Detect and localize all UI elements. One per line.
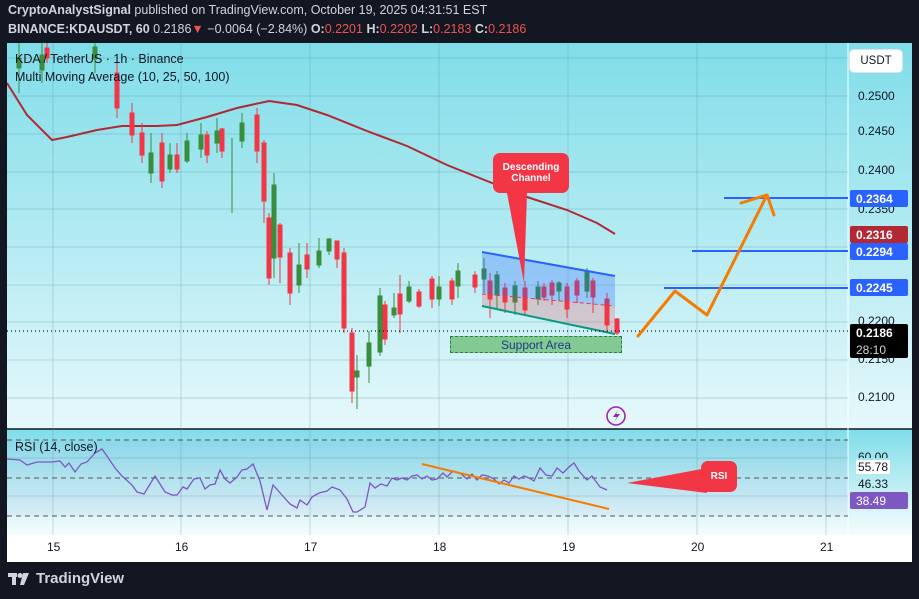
publish-line: CryptoAnalystSignal published on Trading… — [8, 3, 487, 17]
lightning-icon[interactable] — [606, 406, 626, 426]
open-label: O: — [310, 22, 325, 36]
current-price-tag: 0.2186 — [850, 324, 908, 341]
target1-price-tag: 0.2245 — [850, 279, 908, 296]
channel-callout-pointer — [507, 193, 527, 283]
open-value: 0.2201 — [324, 22, 363, 36]
symbol-line: BINANCE:KDAUSDT, 60 0.2186▼ −0.0064 (−2.… — [8, 22, 526, 36]
target2-price-tag: 0.2294 — [850, 243, 908, 260]
high-value: 0.2202 — [379, 22, 418, 36]
indicator-legend[interactable]: Multi Moving Average (10, 25, 50, 100) — [15, 70, 230, 84]
price-axis-label: 0.2100 — [858, 390, 895, 404]
price-axis-label: 0.2400 — [858, 163, 895, 177]
price-change: −0.0064 (−2.84%) — [207, 22, 308, 36]
rsi-line — [7, 448, 608, 513]
rsi-callout[interactable]: RSI — [701, 461, 737, 492]
rsi-axis-label: 46.33 — [858, 477, 889, 491]
symbol-legend[interactable]: KDA / TetherUS · 1h · Binance — [15, 52, 184, 66]
low-value: 0.2183 — [433, 22, 472, 36]
down-triangle-icon: ▼ — [191, 22, 204, 36]
price-axis-label: 0.2450 — [858, 124, 895, 138]
candles — [16, 43, 620, 409]
target-lines[interactable] — [664, 197, 848, 289]
time-axis-label: 15 — [47, 540, 61, 554]
rsi-callout-pointer — [627, 468, 707, 493]
tradingview-footer[interactable]: TradingView — [8, 570, 124, 587]
descending-channel-callout[interactable]: Descending Channel — [493, 153, 569, 193]
symbol: BINANCE:KDAUSDT, 60 — [8, 22, 150, 36]
tradingview-logo-icon — [8, 572, 29, 585]
chart-panel[interactable]: KDA / TetherUS · 1h · Binance Multi Movi… — [7, 43, 912, 562]
candle-countdown: 28:10 — [850, 341, 908, 358]
high-label: H: — [366, 22, 380, 36]
rsi-trendline[interactable] — [421, 463, 610, 510]
close-label: C: — [474, 22, 489, 36]
close-value: 0.2186 — [488, 22, 527, 36]
ma-price-tag: 0.2316 — [850, 226, 908, 243]
time-axis-label: 18 — [433, 540, 447, 554]
descending-channel[interactable] — [481, 251, 616, 335]
published-text: published on TradingView.com, October 19… — [134, 3, 488, 17]
rsi-current-tag: 38.49 — [850, 492, 908, 509]
price-axis-label: 0.2500 — [858, 89, 895, 103]
chart-canvas[interactable] — [7, 43, 912, 562]
brand-name: TradingView — [36, 570, 125, 587]
time-axis-label: 20 — [691, 540, 705, 554]
rsi-axis-upper: 60.00 — [858, 450, 889, 458]
publisher-name[interactable]: CryptoAnalystSignal — [8, 3, 131, 17]
time-axis-label: 21 — [820, 540, 834, 554]
currency-button[interactable]: USDT — [850, 50, 902, 72]
target3-price-tag: 0.2364 — [850, 190, 908, 207]
rsi-axis-label: 55.78 — [856, 460, 891, 474]
time-axis-label: 19 — [562, 540, 576, 554]
grid — [7, 43, 848, 535]
time-axis-label: 17 — [304, 540, 318, 554]
projection-arrow[interactable] — [636, 193, 776, 338]
low-label: L: — [421, 22, 434, 36]
rsi-legend[interactable]: RSI (14, close) — [15, 440, 98, 454]
last-price: 0.2186 — [153, 22, 192, 36]
time-axis-label: 16 — [175, 540, 189, 554]
support-area[interactable]: Support Area — [450, 336, 622, 353]
